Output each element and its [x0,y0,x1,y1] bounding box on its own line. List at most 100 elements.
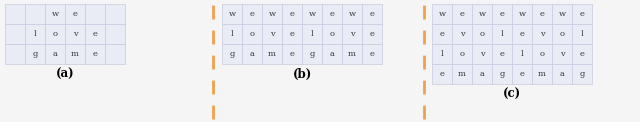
Text: a: a [52,50,58,58]
Bar [532,44,552,64]
Text: v: v [269,30,275,38]
Bar [262,44,282,64]
Text: g: g [499,70,505,78]
Text: e: e [369,10,374,18]
Bar [552,4,572,24]
Text: e: e [250,10,255,18]
Bar [492,64,512,84]
Text: m: m [71,50,79,58]
Text: v: v [460,30,465,38]
Bar [262,24,282,44]
Bar [65,4,85,24]
Text: e: e [369,50,374,58]
Text: w: w [559,10,566,18]
Bar [282,44,302,64]
Bar [572,24,592,44]
Bar [342,44,362,64]
Bar [552,64,572,84]
Bar [222,44,242,64]
Bar [432,64,452,84]
Text: w: w [51,10,59,18]
Bar [105,24,125,44]
Bar [282,4,302,24]
Bar [5,4,25,24]
Text: g: g [32,50,38,58]
Text: g: g [229,50,235,58]
Bar [105,4,125,24]
Text: l: l [310,30,314,38]
Bar [65,24,85,44]
Bar [222,4,242,24]
Bar [322,24,342,44]
Bar [302,4,322,24]
Text: o: o [479,30,484,38]
Text: g: g [309,50,315,58]
Text: m: m [458,70,466,78]
Text: l: l [440,50,444,58]
Bar [45,4,65,24]
Bar [362,44,382,64]
Bar [452,4,472,24]
Text: e: e [580,50,584,58]
Text: a: a [250,50,255,58]
Bar [5,44,25,64]
Text: e: e [369,30,374,38]
Text: o: o [559,30,564,38]
Text: v: v [479,50,484,58]
Bar [552,44,572,64]
Text: e: e [460,10,465,18]
Bar [532,64,552,84]
Text: a: a [479,70,484,78]
Bar [512,24,532,44]
Bar [262,4,282,24]
Text: a: a [559,70,564,78]
Text: a: a [330,50,335,58]
Bar [342,4,362,24]
Bar [572,44,592,64]
Text: e: e [540,10,545,18]
Text: w: w [308,10,316,18]
Text: e: e [580,10,584,18]
Bar [492,44,512,64]
Text: e: e [500,10,504,18]
Text: o: o [460,50,465,58]
Bar [5,24,25,44]
Text: e: e [289,50,294,58]
Bar [85,44,105,64]
Bar [452,64,472,84]
Bar [472,64,492,84]
Bar [242,4,262,24]
Bar [512,44,532,64]
Text: o: o [52,30,58,38]
Text: e: e [93,30,97,38]
Text: e: e [440,30,444,38]
Bar [25,4,45,24]
Text: e: e [289,30,294,38]
Bar [532,24,552,44]
Bar [512,4,532,24]
Bar [452,24,472,44]
Text: (a): (a) [56,67,74,81]
Text: l: l [520,50,524,58]
Bar [282,24,302,44]
Bar [242,24,262,44]
Bar [552,24,572,44]
Bar [242,44,262,64]
Bar [65,44,85,64]
Bar [342,24,362,44]
Text: w: w [518,10,525,18]
Text: e: e [289,10,294,18]
Text: m: m [268,50,276,58]
Bar [572,64,592,84]
Text: v: v [559,50,564,58]
Text: l: l [580,30,584,38]
Text: e: e [500,50,504,58]
Bar [45,44,65,64]
Bar [532,4,552,24]
Text: e: e [330,10,335,18]
Text: (c): (c) [503,87,521,101]
Bar [572,4,592,24]
Bar [432,4,452,24]
Text: w: w [348,10,356,18]
Text: m: m [348,50,356,58]
